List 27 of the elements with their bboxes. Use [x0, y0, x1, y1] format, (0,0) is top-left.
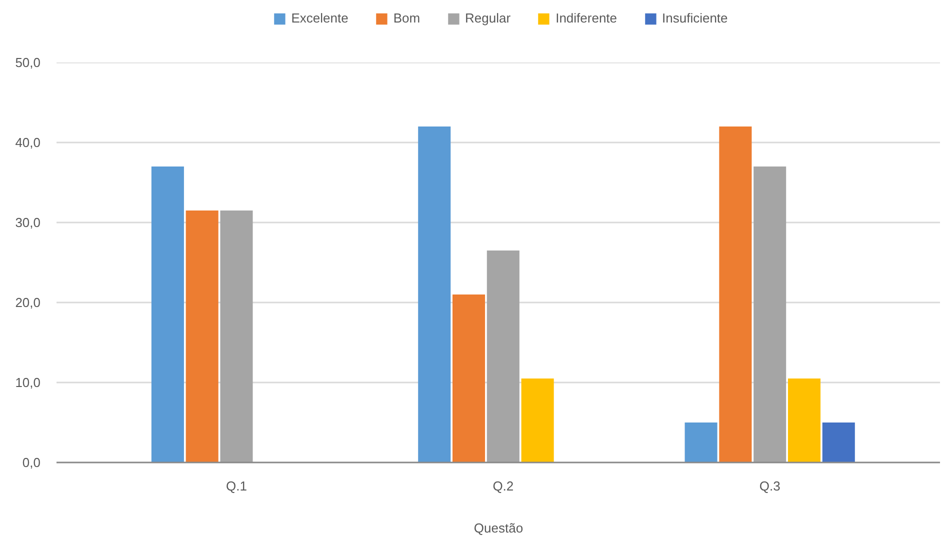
y-tick-label: 0,0 [22, 455, 41, 470]
x-axis-title: Questão [474, 520, 524, 536]
bar [521, 378, 554, 462]
legend-label: Excelente [291, 10, 348, 26]
bar [151, 166, 184, 462]
bar [418, 126, 451, 462]
y-tick-label: 50,0 [15, 55, 41, 70]
bar [822, 422, 855, 462]
y-tick-label: 40,0 [15, 135, 41, 150]
x-tick-label: Q.3 [759, 478, 780, 494]
bar [452, 294, 486, 462]
legend-label: Regular [465, 10, 511, 26]
x-tick-label: Q.2 [492, 478, 514, 494]
x-tick-label: Q.1 [226, 478, 247, 494]
legend-label: Insuficiente [662, 10, 728, 26]
bar [486, 250, 520, 462]
legend-label: Indiferente [556, 10, 618, 26]
y-tick-label: 30,0 [15, 215, 41, 230]
bar [788, 378, 820, 462]
bar [220, 210, 253, 462]
legend-label: Bom [393, 10, 420, 26]
bar [754, 166, 786, 462]
y-tick-label: 10,0 [15, 375, 41, 390]
bar [719, 126, 752, 462]
y-tick-label: 20,0 [15, 295, 41, 310]
bar [186, 210, 218, 462]
bar [684, 422, 718, 462]
